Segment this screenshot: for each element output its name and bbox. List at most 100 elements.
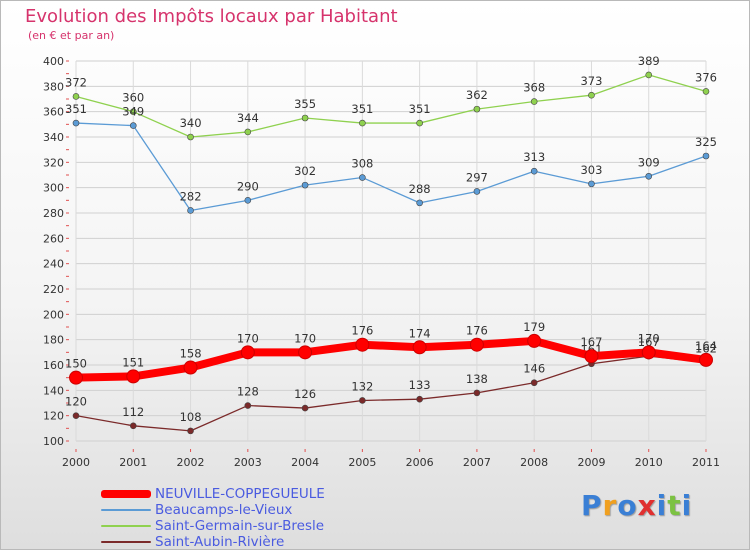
logo-letter: o [617,489,638,522]
y-tick-label: 300 [43,182,64,195]
data-label: 351 [409,102,431,116]
data-label: 360 [122,91,144,105]
data-label: 340 [180,116,202,130]
x-tick-label: 2011 [692,456,720,469]
data-label: 174 [409,326,431,340]
data-label: 151 [122,355,144,369]
data-point [129,108,137,115]
data-point [244,128,252,136]
data-point [69,370,83,385]
y-tick-label: 320 [43,156,64,169]
legend-swatch [101,509,151,511]
data-label: 179 [523,320,545,334]
y-tick-label: 260 [43,232,64,245]
data-label: 290 [237,179,259,193]
data-point [527,333,542,348]
data-label: 164 [695,339,717,353]
y-tick-label: 220 [43,283,64,296]
data-point [412,340,427,355]
data-point [702,88,710,95]
data-label: 313 [523,150,545,164]
data-label: 389 [638,54,660,68]
data-label: 128 [237,385,259,399]
y-tick-label: 280 [43,207,64,220]
x-tick-label: 2003 [234,456,262,469]
data-point [187,427,194,435]
y-tick-label: 340 [43,131,64,144]
x-tick-label: 2001 [119,456,147,469]
data-label: 288 [409,182,431,196]
x-tick-label: 2010 [635,456,663,469]
data-point [359,397,366,404]
data-point [469,337,484,352]
data-point [301,404,309,412]
data-label: 282 [180,189,202,203]
data-point [699,352,713,367]
legend-item: Saint-Germain-sur-Bresle [101,518,325,534]
data-label: 112 [122,405,144,419]
data-point [645,71,653,79]
data-point [129,422,137,430]
data-point [298,345,313,360]
data-label: 176 [351,324,373,338]
y-tick-label: 360 [43,106,64,119]
x-tick-label: 2004 [291,456,319,469]
legend-label: NEUVILLE-COPPEGUEULE [155,486,325,502]
data-point [359,119,366,127]
data-label: 108 [180,410,202,424]
legend-label: Saint-Aubin-Rivière [155,534,285,550]
y-tick-label: 400 [43,55,64,68]
data-point [588,180,595,188]
data-label: 158 [180,347,202,361]
data-label: 132 [351,379,373,393]
legend-item: Saint-Aubin-Rivière [101,534,325,550]
data-label: 167 [638,335,660,349]
data-label: 373 [580,74,602,88]
data-label: 325 [695,135,717,149]
data-point [416,119,423,127]
y-tick-label: 180 [43,334,64,347]
data-label: 170 [638,331,660,345]
data-point [473,105,481,113]
data-label: 308 [351,157,373,171]
x-tick-label: 2002 [177,456,205,469]
data-label: 351 [65,102,87,116]
data-point [416,395,423,403]
chart-legend: NEUVILLE-COPPEGUEULE Beaucamps-le-Vieux Sa… [101,486,325,550]
data-point [301,114,309,122]
data-point [473,188,481,195]
data-point [240,345,255,360]
data-point [645,172,653,180]
legend-swatch [101,490,151,498]
data-point [129,122,137,129]
data-label: 351 [351,102,373,116]
chart-title: Evolution des Impôts locaux par Habitant [25,6,398,27]
data-label: 162 [695,341,717,355]
x-tick-label: 2000 [62,456,90,469]
data-label: 167 [580,335,602,349]
data-point [588,91,595,99]
logo-letter: r [602,489,618,522]
data-label: 309 [638,155,660,169]
y-tick-label: 380 [43,80,64,93]
logo-letter: t [667,489,682,522]
y-tick-label: 120 [43,410,64,423]
data-label: 349 [122,105,144,119]
data-point [359,174,366,181]
data-point [473,389,481,397]
series-line [75,336,707,382]
y-tick-label: 140 [43,384,64,397]
data-label: 133 [409,378,431,392]
y-tick-label: 160 [43,359,64,372]
x-tick-label: 2005 [348,456,376,469]
data-label: 176 [466,324,488,338]
series-line [75,355,707,432]
data-point [584,349,599,364]
data-point [244,402,252,409]
data-label: 138 [466,372,488,386]
legend-swatch [101,541,151,543]
data-label: 368 [523,81,545,95]
data-label: 120 [65,395,87,409]
data-point [641,345,656,360]
